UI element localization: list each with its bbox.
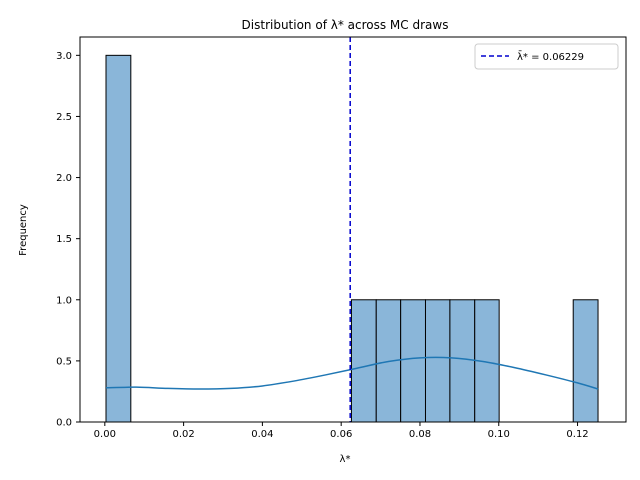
legend-mean-label: λ̄* = 0.06229 xyxy=(517,50,584,63)
x-axis-label: λ* xyxy=(340,454,351,465)
x-tick-label: 0.00 xyxy=(94,429,116,440)
axes-frame xyxy=(79,36,627,423)
x-tick-label: 0.10 xyxy=(488,429,510,440)
histogram-bar-4 xyxy=(400,299,426,423)
y-axis-label: Frequency xyxy=(18,204,29,256)
histogram-bar-5 xyxy=(424,299,451,423)
x-tick-label: 0.06 xyxy=(330,429,352,440)
histogram-bar-6 xyxy=(449,299,476,423)
x-tick-label: 0.08 xyxy=(409,429,431,440)
histogram-bar-2 xyxy=(350,299,377,423)
legend-box xyxy=(474,43,619,70)
histogram-bar-8 xyxy=(572,299,599,423)
plot-area xyxy=(105,37,599,423)
y-tick-label: 0.0 xyxy=(56,418,72,429)
x-tick-label: 0.12 xyxy=(566,429,588,440)
y-tick-label: 2.0 xyxy=(56,173,72,184)
x-tick-label: 0.04 xyxy=(251,429,273,440)
y-tick-label: 3.0 xyxy=(56,51,72,62)
legend: λ̄* = 0.06229 xyxy=(474,43,619,70)
y-tick-label: 2.5 xyxy=(56,112,72,123)
chart-title: Distribution of λ* across MC draws xyxy=(242,18,449,32)
kde-curve xyxy=(105,356,599,390)
y-tick-label: 1.0 xyxy=(56,295,72,306)
x-tick-label: 0.02 xyxy=(172,429,194,440)
y-tick-label: 0.5 xyxy=(56,356,72,367)
histogram-bar-1 xyxy=(105,54,132,423)
y-axis: 0.0 0.5 1.0 1.5 2.0 2.5 3.0 xyxy=(56,51,80,429)
x-axis: 0.00 0.02 0.04 0.06 0.08 0.10 0.12 xyxy=(94,422,589,440)
y-tick-label: 1.5 xyxy=(56,234,72,245)
